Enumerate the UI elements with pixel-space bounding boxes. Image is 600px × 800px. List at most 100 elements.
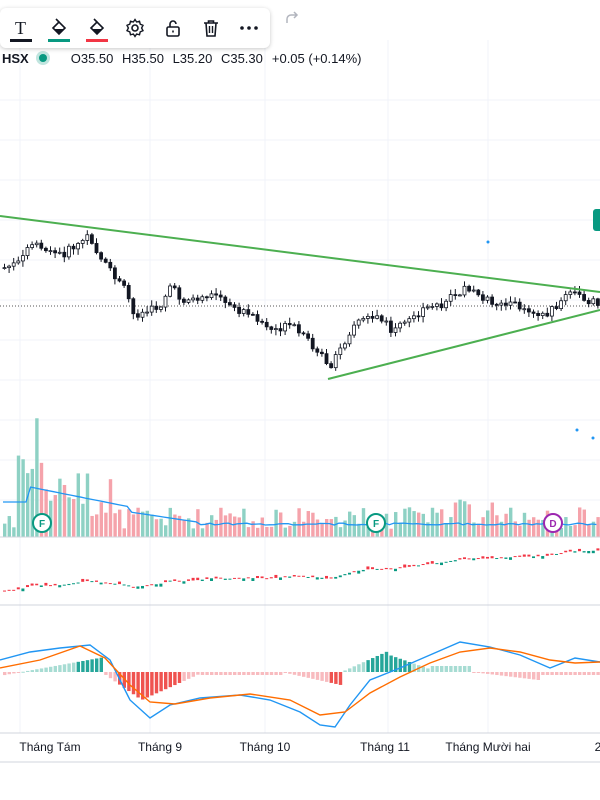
mini-candle	[3, 590, 6, 592]
market-status-dot	[38, 54, 47, 62]
candle-body	[393, 327, 398, 333]
volume-bar	[449, 517, 453, 537]
line-color-button[interactable]	[78, 8, 116, 48]
volume-bar	[559, 527, 563, 537]
macd-bar	[104, 672, 108, 675]
macd-bar	[407, 661, 412, 672]
candle-body	[568, 291, 573, 295]
candle-body	[62, 251, 67, 258]
volume-bar	[458, 499, 462, 537]
volume-bar	[90, 515, 94, 537]
mini-candle	[164, 580, 167, 583]
macd-bar	[177, 672, 182, 683]
candle-body	[30, 244, 35, 248]
volume-bar	[21, 459, 25, 537]
event-marker-f[interactable]: F	[366, 513, 386, 533]
volume-bar	[260, 517, 264, 537]
symbol-label[interactable]: HSX	[2, 50, 29, 66]
candle-body	[113, 267, 117, 280]
candle-body	[301, 332, 306, 335]
volume-bar	[131, 514, 136, 537]
candle-body	[67, 245, 71, 258]
settings-button[interactable]	[116, 8, 154, 48]
drawing-toolbar: T	[0, 8, 270, 48]
macd-bar	[430, 666, 435, 672]
mini-candle	[444, 561, 448, 563]
candle-body	[596, 298, 600, 306]
text-tool-button[interactable]: T	[2, 8, 40, 48]
line-color-icon	[89, 18, 105, 36]
macd-bar	[223, 672, 228, 675]
event-marker-circle	[32, 513, 52, 533]
macd-bar	[242, 672, 246, 675]
candle-body	[76, 243, 80, 250]
mini-candle	[325, 575, 328, 579]
delete-button[interactable]	[192, 8, 230, 48]
mini-candle	[375, 568, 379, 570]
macd-bar	[76, 661, 80, 672]
event-marker-f[interactable]: F	[32, 513, 52, 533]
volume-bar	[228, 513, 232, 537]
mini-candle	[242, 578, 246, 581]
macd-bar	[338, 672, 343, 685]
macd-bar	[85, 660, 90, 672]
mini-candle	[591, 550, 595, 554]
candle-body	[246, 309, 251, 315]
candle-body	[135, 313, 140, 318]
mini-candle	[76, 582, 80, 584]
more-options-button[interactable]	[230, 8, 268, 48]
candle-body	[573, 291, 577, 294]
macd-bar	[371, 658, 375, 672]
mini-candle	[297, 575, 301, 577]
mini-candle	[371, 567, 374, 570]
candle-body	[200, 296, 205, 301]
candle-body	[457, 294, 462, 297]
mini-candle	[449, 560, 453, 562]
macd-bar	[3, 672, 7, 676]
macd-bar	[200, 672, 205, 675]
candle-body	[554, 306, 559, 310]
macd-bar	[536, 672, 540, 680]
mini-candle	[145, 585, 149, 587]
redo-icon[interactable]	[283, 9, 301, 27]
fill-color-button[interactable]	[40, 8, 78, 48]
volume-bar	[246, 527, 251, 537]
volume-bar	[389, 528, 393, 537]
volume-bar	[334, 516, 338, 537]
candle-body	[94, 243, 99, 254]
candle-body	[20, 255, 25, 262]
volume-bar	[256, 527, 260, 537]
mini-candle	[495, 558, 499, 560]
candle-body	[287, 323, 292, 326]
mini-candle	[499, 557, 503, 559]
candle-body	[140, 311, 145, 318]
volume-bar	[329, 519, 333, 537]
macd-bar	[550, 672, 554, 675]
mini-candle	[417, 565, 420, 567]
mini-candle	[348, 572, 351, 575]
candle-body	[195, 297, 200, 301]
macd-bar	[251, 672, 255, 675]
macd-bar	[495, 672, 499, 676]
mini-candle	[532, 556, 535, 559]
event-marker-d[interactable]: D	[543, 513, 563, 533]
macd-bar	[573, 672, 577, 675]
lock-button[interactable]	[154, 8, 192, 48]
macd-bar	[375, 655, 379, 672]
macd-bar	[205, 672, 209, 675]
volume-bar	[159, 518, 163, 537]
candle-body	[582, 294, 586, 301]
macd-bar	[39, 668, 44, 672]
macd-bar	[58, 665, 62, 672]
time-axis-label: 2	[595, 740, 600, 754]
volume-bar	[582, 509, 586, 537]
candle-body	[145, 311, 150, 314]
mini-candle	[453, 560, 457, 562]
trendline-lower	[327, 309, 600, 380]
mini-candle	[113, 583, 117, 585]
candle-body	[444, 300, 449, 309]
candle-body	[425, 306, 430, 309]
volume-bar	[76, 473, 80, 537]
macd-bar	[81, 660, 85, 672]
